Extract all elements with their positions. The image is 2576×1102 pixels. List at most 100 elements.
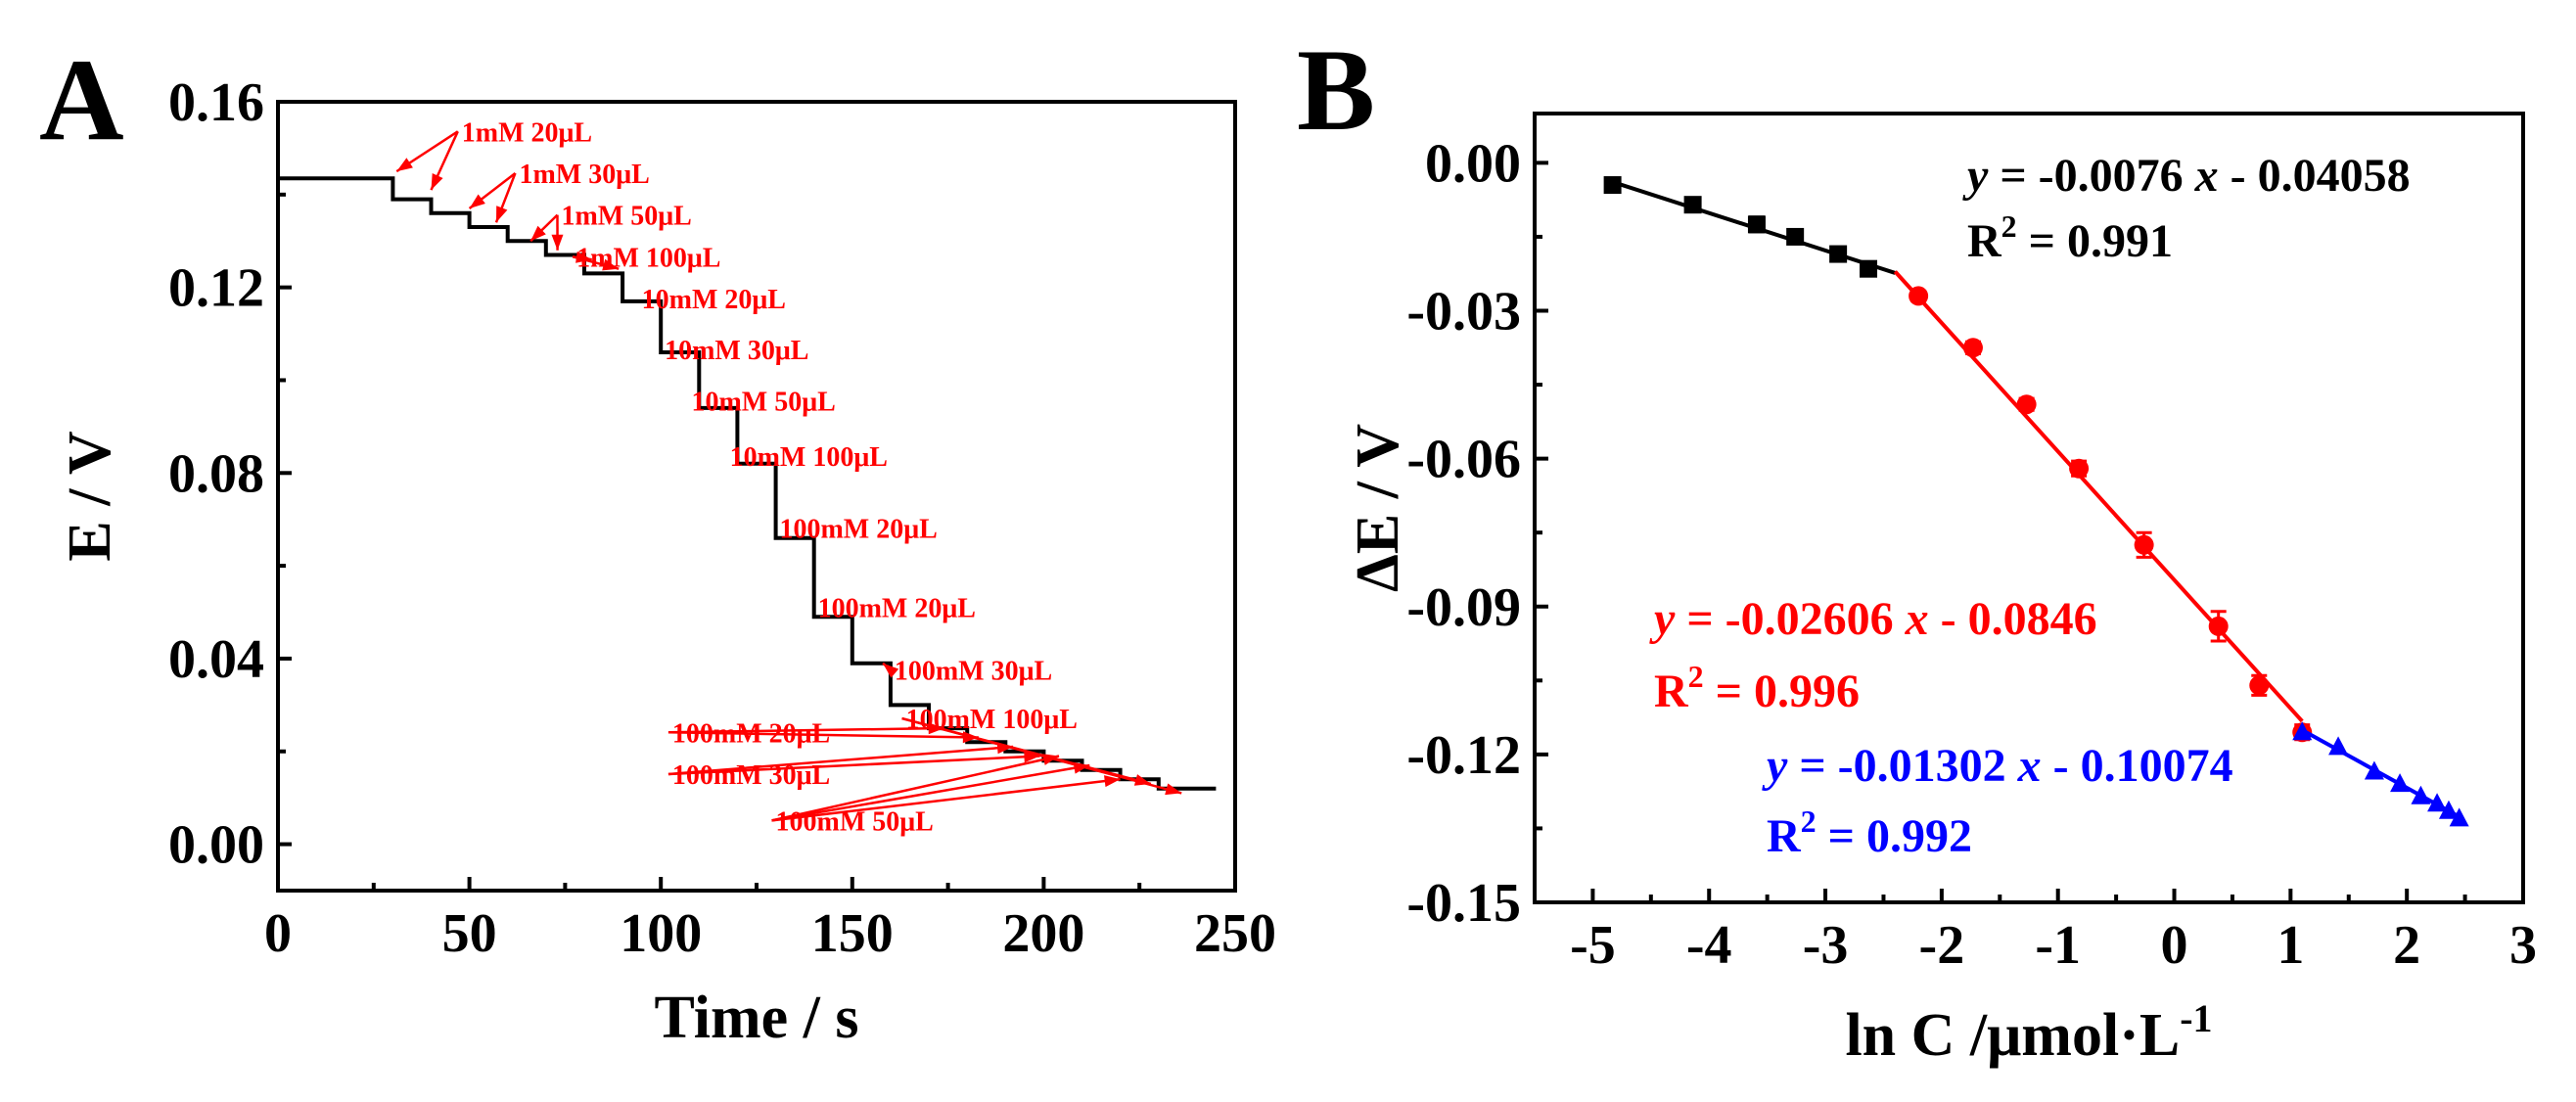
eq-x: x xyxy=(2017,740,2042,792)
r2-sup: 2 xyxy=(1688,659,1704,694)
panel-label-a: A xyxy=(39,34,124,164)
data-point-high xyxy=(2438,800,2459,819)
plot-frame xyxy=(1533,112,2525,904)
y-tick-label: -0.03 xyxy=(1406,282,1521,343)
eq-mid: = -0.01302 xyxy=(1787,740,2017,792)
annotation-arrow xyxy=(771,763,1090,822)
y-axis-title: ΔE / V xyxy=(1345,424,1411,592)
data-point-low xyxy=(1786,227,1805,246)
y-tick-label: -0.06 xyxy=(1406,430,1521,490)
y-tick-label: -0.12 xyxy=(1406,725,1521,786)
fit-equation-low: y = -0.0076 x - 0.04058 xyxy=(1962,150,2411,202)
annotation-arrowhead xyxy=(551,234,564,251)
fit-equation-mid: y = -0.02606 x - 0.0846 xyxy=(1649,593,2097,645)
injection-annotation: 10mM 20μL xyxy=(642,285,786,315)
annotation-arrowhead xyxy=(431,173,443,191)
annotation-arrowhead xyxy=(1024,751,1040,763)
annotation-arrowhead xyxy=(496,206,508,223)
fit-line-mid xyxy=(1893,270,2304,723)
eq-y: y xyxy=(1649,593,1676,645)
annotation-arrowhead xyxy=(530,225,546,242)
data-point-mid xyxy=(1909,286,1929,306)
r-squared-high: R2 = 0.992 xyxy=(1767,804,1972,862)
annotation-arrow xyxy=(771,755,1060,822)
annotation-arrow xyxy=(771,777,1121,822)
data-point-low xyxy=(1603,176,1622,195)
r2-R: R xyxy=(1654,666,1689,717)
x-tick-label: 0 xyxy=(264,903,292,964)
r-squared-mid: R2 = 0.996 xyxy=(1654,659,1860,717)
annotation-arrowhead xyxy=(1165,783,1182,796)
r2-rest: = 0.996 xyxy=(1704,666,1860,717)
annotation-arrowhead xyxy=(883,663,899,678)
eq-mid: = -0.02606 xyxy=(1675,593,1905,645)
x-tick-label: -4 xyxy=(1686,915,1732,976)
eq-post: - 0.0846 xyxy=(1929,593,2097,645)
data-point-high xyxy=(2449,807,2469,827)
y-tick-label: 0.00 xyxy=(1425,133,1521,194)
x-tick-label: -5 xyxy=(1570,915,1616,976)
x-tick-label: -2 xyxy=(1919,915,1965,976)
data-point-mid xyxy=(2016,394,2037,415)
annotation-arrow xyxy=(667,731,979,739)
r2-R: R xyxy=(1767,810,1802,862)
injection-annotation: 100mM 20μL xyxy=(818,593,976,623)
injection-annotation: 100mM 30μL xyxy=(895,656,1052,686)
annotation-arrow xyxy=(901,716,1182,795)
annotation-arrowhead xyxy=(469,194,485,208)
x-axis-title: ln C /μmol·L-1 xyxy=(1845,996,2212,1069)
y-tick-label: 0.16 xyxy=(168,72,264,133)
panel-label-b: B xyxy=(1297,24,1375,155)
injection-annotation: 1mM 20μL xyxy=(462,117,592,148)
data-point-low xyxy=(1860,259,1878,278)
x-tick-label: 0 xyxy=(2161,915,2188,976)
injection-annotation: 1mM 30μL xyxy=(519,160,649,190)
data-point-high xyxy=(2292,721,2313,741)
data-point-low xyxy=(1747,215,1766,234)
data-point-low xyxy=(1683,196,1702,214)
eq-x: x xyxy=(2194,150,2219,202)
annotation-arrow xyxy=(667,726,944,734)
data-point-mid xyxy=(1962,338,1983,358)
annotation-arrow xyxy=(667,755,1040,776)
chart-panel-a: 0 50 100 150 200 250 0.00 0.04 0.08 0.12 0.16 Time … xyxy=(57,72,1276,1051)
y-tick-label: -0.15 xyxy=(1406,873,1521,934)
y-tick-label: 0.04 xyxy=(168,629,264,690)
injection-annotation: 100mM 100μL xyxy=(906,705,1078,735)
potential-step-line xyxy=(278,176,1217,791)
x-axis-title: Time / s xyxy=(655,985,859,1051)
x-tick-label: 250 xyxy=(1194,903,1276,964)
x-tick-label: -3 xyxy=(1803,915,1849,976)
y-axis-title: E / V xyxy=(57,431,123,561)
r2-sup: 2 xyxy=(2001,208,2017,244)
injection-annotation: 10mM 100μL xyxy=(730,442,888,473)
x-tick-label: -1 xyxy=(2035,915,2081,976)
eq-post: - 0.04058 xyxy=(2219,150,2411,202)
annotation-arrowhead xyxy=(396,158,413,172)
x-tick-label: 2 xyxy=(2393,915,2420,976)
injection-annotation: 1mM 50μL xyxy=(561,202,691,232)
injection-annotation: 10mM 30μL xyxy=(665,336,808,366)
r-squared-low: R2 = 0.991 xyxy=(1967,208,2173,267)
eq-y: y xyxy=(1762,740,1788,792)
injection-annotation: 100mM 20μL xyxy=(779,515,937,545)
data-point-high xyxy=(2328,736,2349,756)
injection-annotation: 1mM 100μL xyxy=(576,243,720,273)
annotation-arrowhead xyxy=(1104,775,1121,788)
data-point-high xyxy=(2364,760,2384,780)
data-point-mid xyxy=(2249,675,2270,696)
y-tick-label: 0.12 xyxy=(168,258,264,319)
injection-annotation: 100mM 30μL xyxy=(672,760,830,791)
fit-equation-high: y = -0.01302 x - 0.10074 xyxy=(1762,740,2233,792)
y-tick-label: 0.00 xyxy=(168,815,264,876)
eq-y: y xyxy=(1962,150,1989,202)
y-tick-label: -0.09 xyxy=(1406,577,1521,638)
x-tick-label: 3 xyxy=(2509,915,2537,976)
x-tick-label: 1 xyxy=(2277,915,2304,976)
data-point-mid xyxy=(2134,534,2154,555)
eq-x: x xyxy=(1905,593,1929,645)
data-point-mid xyxy=(2208,616,2229,636)
x-tick-label: 200 xyxy=(1002,903,1084,964)
x-axis-title-superscript: -1 xyxy=(2180,996,2212,1040)
